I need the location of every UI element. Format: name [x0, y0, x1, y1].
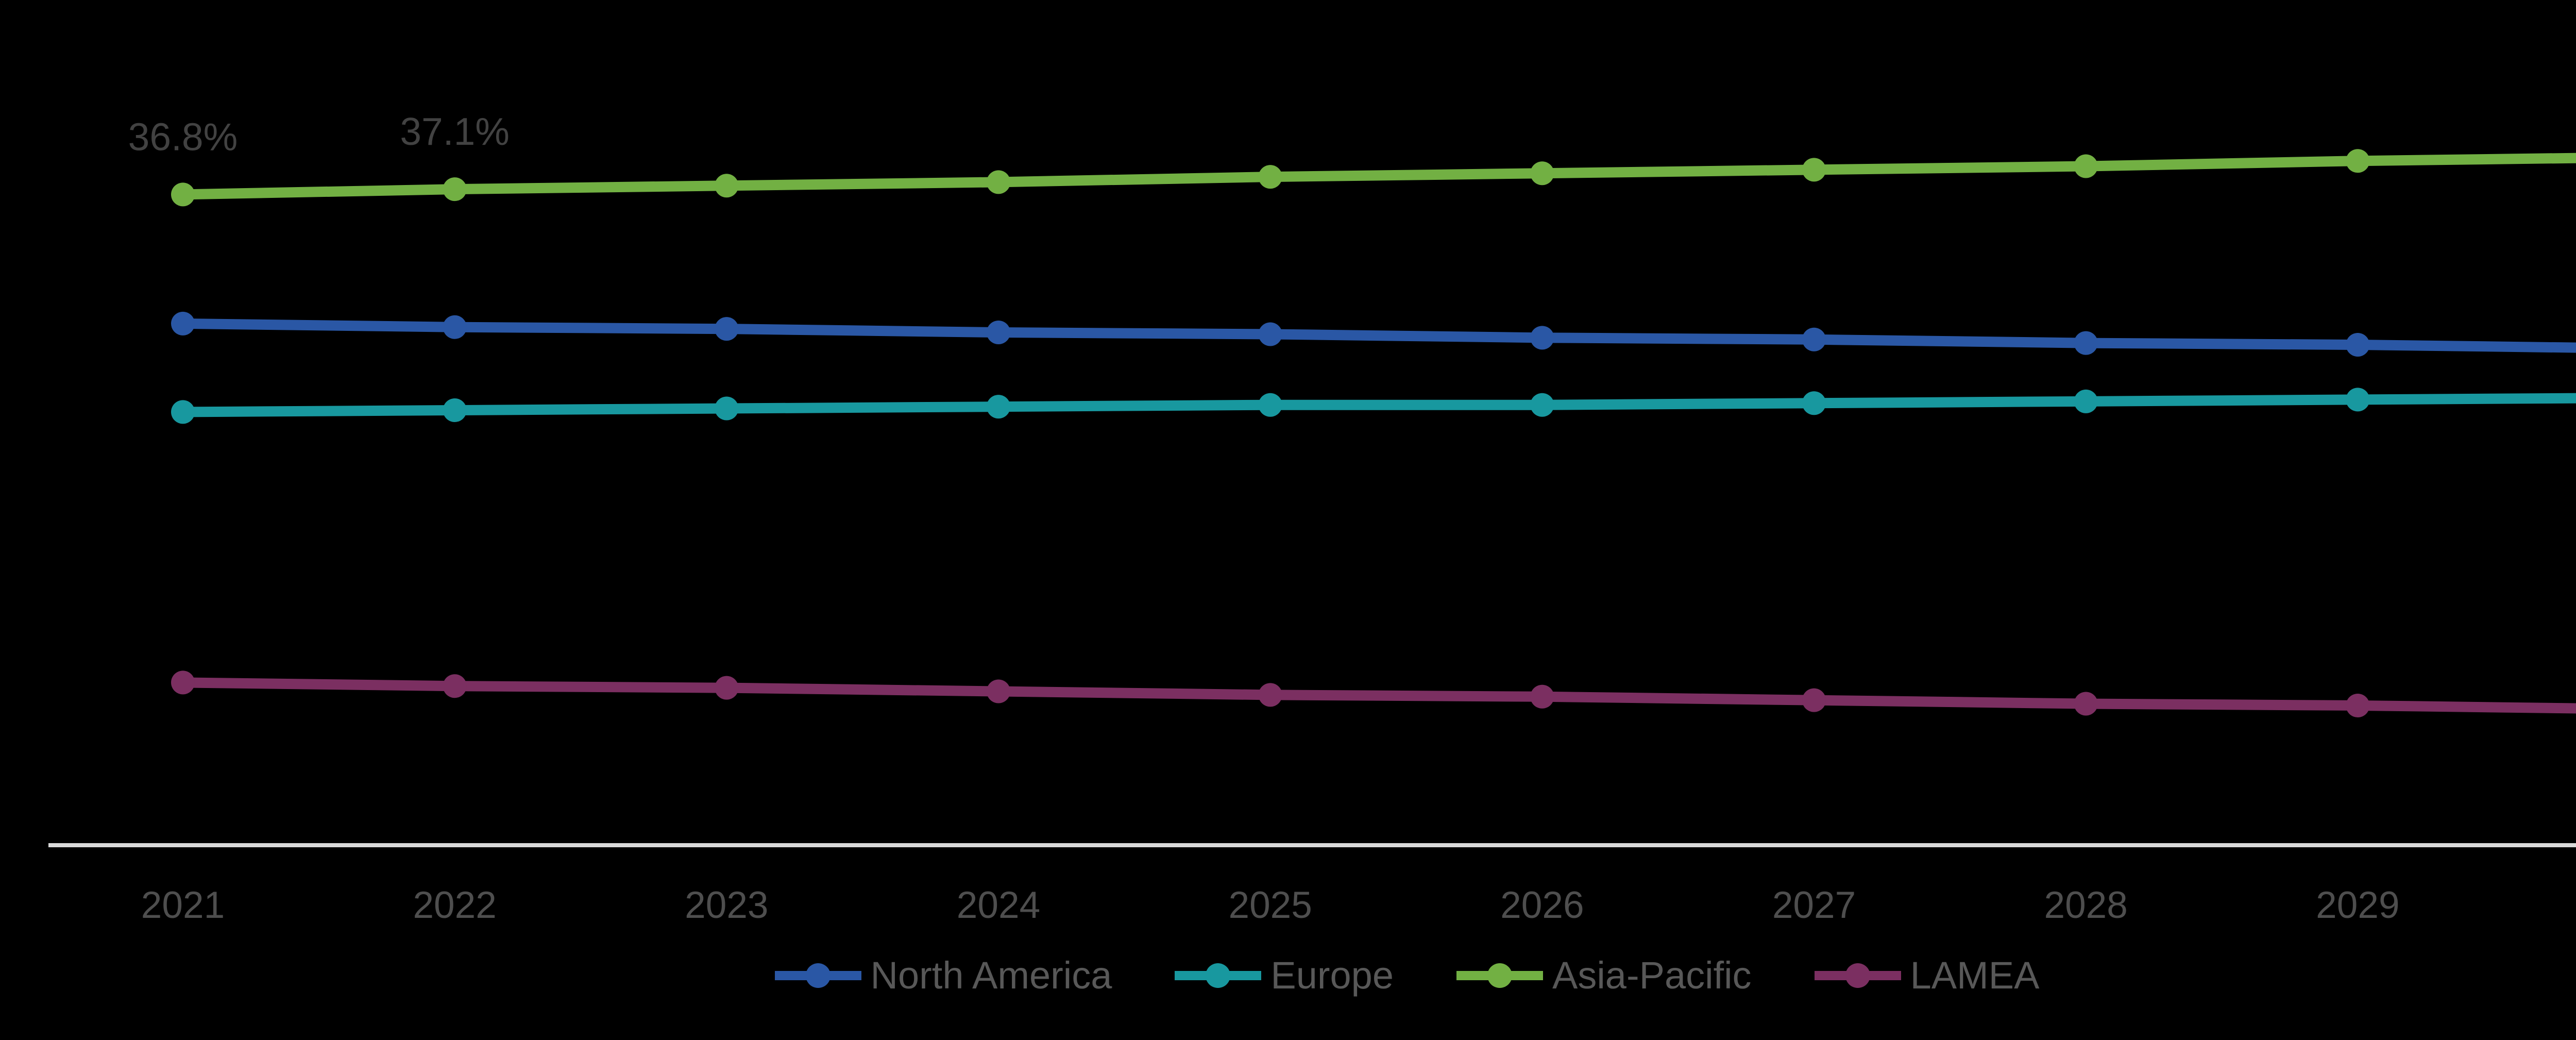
data-point-marker [171, 400, 195, 424]
x-tick-label: 2021 [141, 884, 225, 926]
data-point-marker [1530, 326, 1554, 350]
legend-label: Asia-Pacific [1552, 954, 1752, 997]
data-point-marker [715, 396, 739, 421]
legend-dot [1487, 963, 1512, 988]
data-point-marker [2074, 389, 2098, 413]
legend-dot [1845, 963, 1870, 988]
data-label: 38.9% [2575, 78, 2576, 121]
data-point-marker [171, 182, 195, 207]
chart-legend: North America Europe Asia-Pacific LAMEA [0, 957, 2576, 995]
data-label: 37.1% [400, 110, 510, 153]
data-point-marker [1802, 391, 1826, 415]
data-label: 36.8% [128, 115, 238, 158]
legend-marker-icon [1175, 963, 1262, 988]
data-point-marker [1802, 688, 1826, 712]
series-line-europe [178, 393, 2576, 417]
x-tick-label: 2028 [2044, 884, 2127, 926]
data-point-marker [2346, 388, 2370, 412]
x-tick-label: 2025 [1228, 884, 1312, 926]
data-point-marker [1258, 322, 1282, 346]
legend-label: LAMEA [1910, 954, 2040, 997]
data-point-marker [987, 395, 1011, 419]
data-point-marker [2074, 331, 2098, 355]
data-point-marker [443, 177, 467, 202]
legend-label: Europe [1270, 954, 1394, 997]
x-tick-label: 2023 [685, 884, 768, 926]
data-point-marker [2346, 149, 2370, 173]
data-point-marker [1530, 393, 1554, 417]
x-tick-label: 2022 [413, 884, 496, 926]
data-point-marker [1530, 684, 1554, 709]
x-tick-label: 2026 [1500, 884, 1584, 926]
legend-item-north-america: North America [773, 957, 1112, 995]
data-point-marker [443, 315, 467, 339]
data-point-marker [715, 317, 739, 341]
data-point-marker [1258, 683, 1282, 707]
data-point-marker [171, 670, 195, 695]
x-tick-label: 2029 [2316, 884, 2399, 926]
legend-marker-icon [1814, 963, 1901, 988]
data-point-marker [2074, 154, 2098, 178]
series-line-north-america [178, 318, 2576, 353]
data-point-marker [715, 676, 739, 700]
data-point-marker [987, 679, 1011, 703]
data-point-marker [715, 174, 739, 198]
data-point-marker [2074, 692, 2098, 716]
legend-marker-icon [1456, 963, 1543, 988]
data-point-marker [1258, 165, 1282, 189]
data-point-marker [1802, 158, 1826, 182]
data-point-marker [987, 321, 1011, 345]
series-line-asia-pacific [178, 153, 2576, 200]
data-point-marker [2346, 693, 2370, 717]
legend-marker-icon [774, 963, 861, 988]
x-tick-label: 2024 [957, 884, 1040, 926]
data-point-marker [2346, 333, 2370, 357]
legend-label: North America [870, 954, 1112, 997]
x-tick-label: 2027 [1772, 884, 1856, 926]
data-point-marker [1258, 393, 1282, 417]
data-point-marker [1802, 327, 1826, 351]
legend-dot [1206, 963, 1231, 988]
legend-dot [805, 963, 831, 988]
data-point-marker [171, 311, 195, 336]
legend-item-lamea: LAMEA [1812, 954, 2040, 997]
series-line-lamea [178, 677, 2576, 714]
legend-item-europe: Europe [1173, 957, 1394, 995]
data-point-marker [1530, 161, 1554, 186]
data-point-marker [443, 398, 467, 422]
data-point-marker [987, 170, 1011, 194]
data-point-marker [443, 674, 467, 698]
legend-item-asia-pacific: Asia-Pacific [1454, 957, 1752, 995]
